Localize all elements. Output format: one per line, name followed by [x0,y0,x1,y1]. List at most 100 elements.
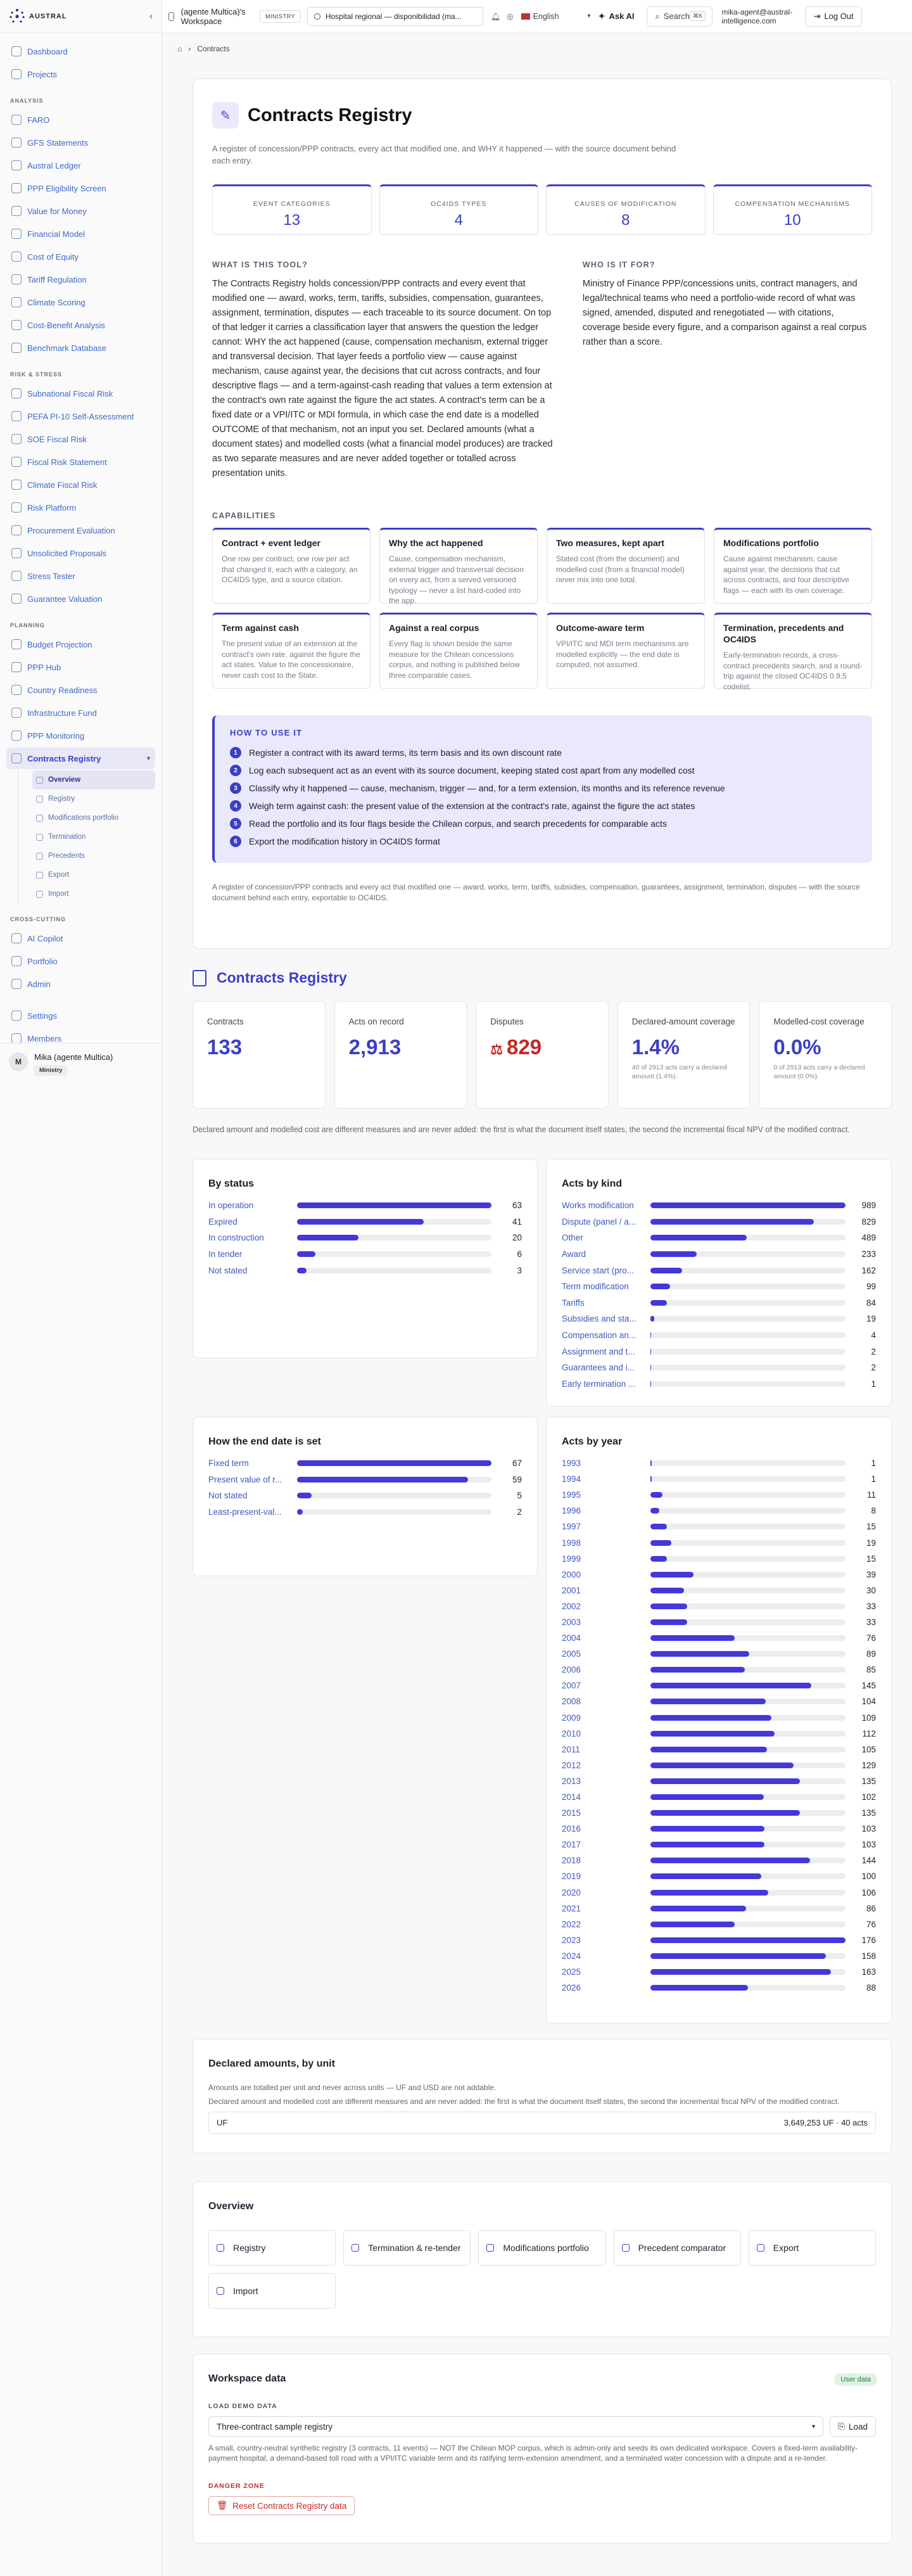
stat-card: OC4IDS TYPES 4 [379,184,538,235]
sidebar-item-fiscal-risk-statement[interactable]: Fiscal Risk Statement [6,451,155,473]
nav-button-registry[interactable]: Registry [208,2230,336,2266]
ask-ai-button[interactable]: ✦ Ask AI [591,6,642,27]
chevron-left-icon[interactable]: ‹ [149,11,153,22]
search-icon [217,2244,224,2252]
sidebar-subitem-import[interactable]: Import [32,884,155,903]
chart-acts-by-kind: Acts by kind Works modification 989 Dispute… [546,1159,892,1406]
benchmark-database-icon [11,343,22,353]
how-to-step: 2 Log each subsequent act as an event wit… [230,762,857,779]
sidebar-subitem-modifications-portfolio[interactable]: Modifications portfolio [32,808,155,827]
sidebar: AUSTRAL ‹ Dashboard Projects ANALYSIS FA… [0,0,162,2576]
sidebar-subitem-termination[interactable]: Termination [32,827,155,846]
reset-data-button[interactable]: 🗑︎ Reset Contracts Registry data [208,2496,355,2515]
workspace-switcher[interactable]: (agente Multica)'s Workspace [168,7,248,26]
financial-model-icon [11,229,22,239]
bar-row: Fixed term 67 [208,1455,522,1472]
sidebar-item-contracts-registry[interactable]: Contracts Registry ▾ [6,748,155,769]
sidebar-item-ppp-hub[interactable]: PPP Hub [6,656,155,678]
risk-platform-icon [11,502,22,513]
sidebar-item-risk-platform[interactable]: Risk Platform [6,497,155,518]
bar-label: Least-present-val... [208,1507,282,1517]
how-to-box: HOW TO USE IT 1 Register a contract with … [212,715,872,863]
sidebar-item-dashboard[interactable]: Dashboard [6,41,155,62]
project-selector[interactable]: Hospital regional — disponibilidad (ma..… [307,6,483,26]
sidebar-item-cost-of-equity[interactable]: Cost of Equity [6,246,155,267]
step-number: 5 [230,818,241,829]
nav-button-termination-re-tender[interactable]: Termination & re-tender [343,2230,471,2266]
sidebar-subitem-overview[interactable]: Overview [32,770,155,789]
sidebar-item-ppp-eligibility-screen[interactable]: PPP Eligibility Screen [6,177,155,199]
nav-button-export[interactable]: Export [748,2230,876,2266]
sidebar-item-admin[interactable]: Admin [6,973,155,995]
sidebar-item-value-for-money[interactable]: Value for Money [6,200,155,222]
sidebar-item-tariff-regulation[interactable]: Tariff Regulation [6,269,155,290]
sidebar-item-climate-fiscal-risk[interactable]: Climate Fiscal Risk [6,474,155,495]
sidebar-item-stress-tester[interactable]: Stress Tester [6,565,155,587]
sidebar-item-gfs-statements[interactable]: GFS Statements [6,132,155,153]
bar-row: 2009 109 [562,1710,876,1726]
sidebar-item-budget-projection[interactable]: Budget Projection [6,634,155,655]
bell-icon[interactable]: 🔔︎ [490,11,501,21]
demo-dataset-select[interactable]: Three-contract sample registry ▾ [208,2416,824,2437]
sidebar-item-label: Cost-Benefit Analysis [27,320,105,330]
bar [650,1603,687,1609]
sidebar-item-ai-copilot[interactable]: AI Copilot [6,928,155,949]
nav-button-modifications-portfolio[interactable]: Modifications portfolio [478,2230,606,2266]
sidebar-item-label: Stress Tester [27,571,75,581]
language-select[interactable]: English ▾ [521,12,591,21]
sidebar-section-risk: RISK & STRESS [10,371,63,378]
sidebar-item-ppp-monitoring[interactable]: PPP Monitoring [6,725,155,746]
bar-row: 2005 89 [562,1646,876,1662]
bar-value: 176 [861,1935,876,1945]
language-label: English [533,11,559,21]
sidebar-item-portfolio[interactable]: Portfolio [6,950,155,972]
bar [650,1889,768,1896]
sidebar-item-subnational-fiscal-risk[interactable]: Subnational Fiscal Risk [6,383,155,404]
sidebar-item-infrastructure-fund[interactable]: Infrastructure Fund [6,702,155,724]
sidebar-item-faro[interactable]: FARO [6,109,155,131]
sidebar-item-country-readiness[interactable]: Country Readiness [6,679,155,701]
sidebar-subitem-registry[interactable]: Registry [32,789,155,808]
stat-card: CAUSES OF MODIFICATION 8 [546,184,706,235]
overview-nav-title: Overview [208,2201,254,2212]
capability-card: Why the act happened Cause, compensation … [379,528,538,605]
sidebar-item-benchmark-database[interactable]: Benchmark Database [6,337,155,359]
user-profile[interactable]: M Mika (agente Multica) Ministry [0,1043,162,1085]
bar-row: 2002 33 [562,1598,876,1614]
bar-row: Present value of r... 59 [208,1472,522,1488]
sidebar-item-projects[interactable]: Projects [6,63,155,85]
bar [297,1267,307,1273]
sidebar-subitem-export[interactable]: Export [32,865,155,884]
bar-track [650,1810,846,1816]
bar-row: 2011 105 [562,1742,876,1757]
settings-icon [11,1011,22,1021]
sidebar-item-soe-fiscal-risk[interactable]: SOE Fiscal Risk [6,428,155,450]
sidebar-item-guarantee-valuation[interactable]: Guarantee Valuation [6,588,155,609]
sidebar-item-austral-ledger[interactable]: Austral Ledger [6,155,155,176]
bar [650,1476,652,1482]
globe-icon[interactable]: ◎ [507,11,514,21]
logout-button[interactable]: ⇥ Log Out [805,6,862,27]
sidebar-item-procurement-evaluation[interactable]: Procurement Evaluation [6,520,155,541]
sidebar-section-analysis: ANALYSIS [10,98,44,104]
search-button[interactable]: ⌕ Search ⌘K [647,6,713,27]
sidebar-item-cost-benefit-analysis[interactable]: Cost-Benefit Analysis [6,314,155,336]
sidebar-item-climate-scoring[interactable]: Climate Scoring [6,291,155,313]
sidebar-subitem-precedents[interactable]: Precedents [32,846,155,865]
nav-button-import[interactable]: Import [208,2273,336,2309]
bar-track [297,1509,491,1515]
sidebar-item-settings[interactable]: Settings [6,1005,155,1026]
bar-label: Compensation an... [562,1330,636,1341]
capability-desc: Cause, compensation mechanism, external … [389,554,524,605]
sidebar-item-label: Value for Money [27,206,87,216]
overview-icon [36,776,43,784]
bar-label: 2004 [562,1633,581,1643]
bar-value: 20 [512,1233,522,1243]
home-icon[interactable]: ⌂ [177,44,182,53]
sidebar-item-financial-model[interactable]: Financial Model [6,223,155,245]
load-button[interactable]: ⎘ Load [830,2416,876,2437]
registry-icon [36,795,43,803]
sidebar-item-unsolicited-proposals[interactable]: Unsolicited Proposals [6,542,155,564]
nav-button-precedent-comparator[interactable]: Precedent comparator [613,2230,741,2266]
sidebar-item-pefa-pi-10-self-assessment[interactable]: PEFA PI-10 Self-Assessment [6,405,155,427]
